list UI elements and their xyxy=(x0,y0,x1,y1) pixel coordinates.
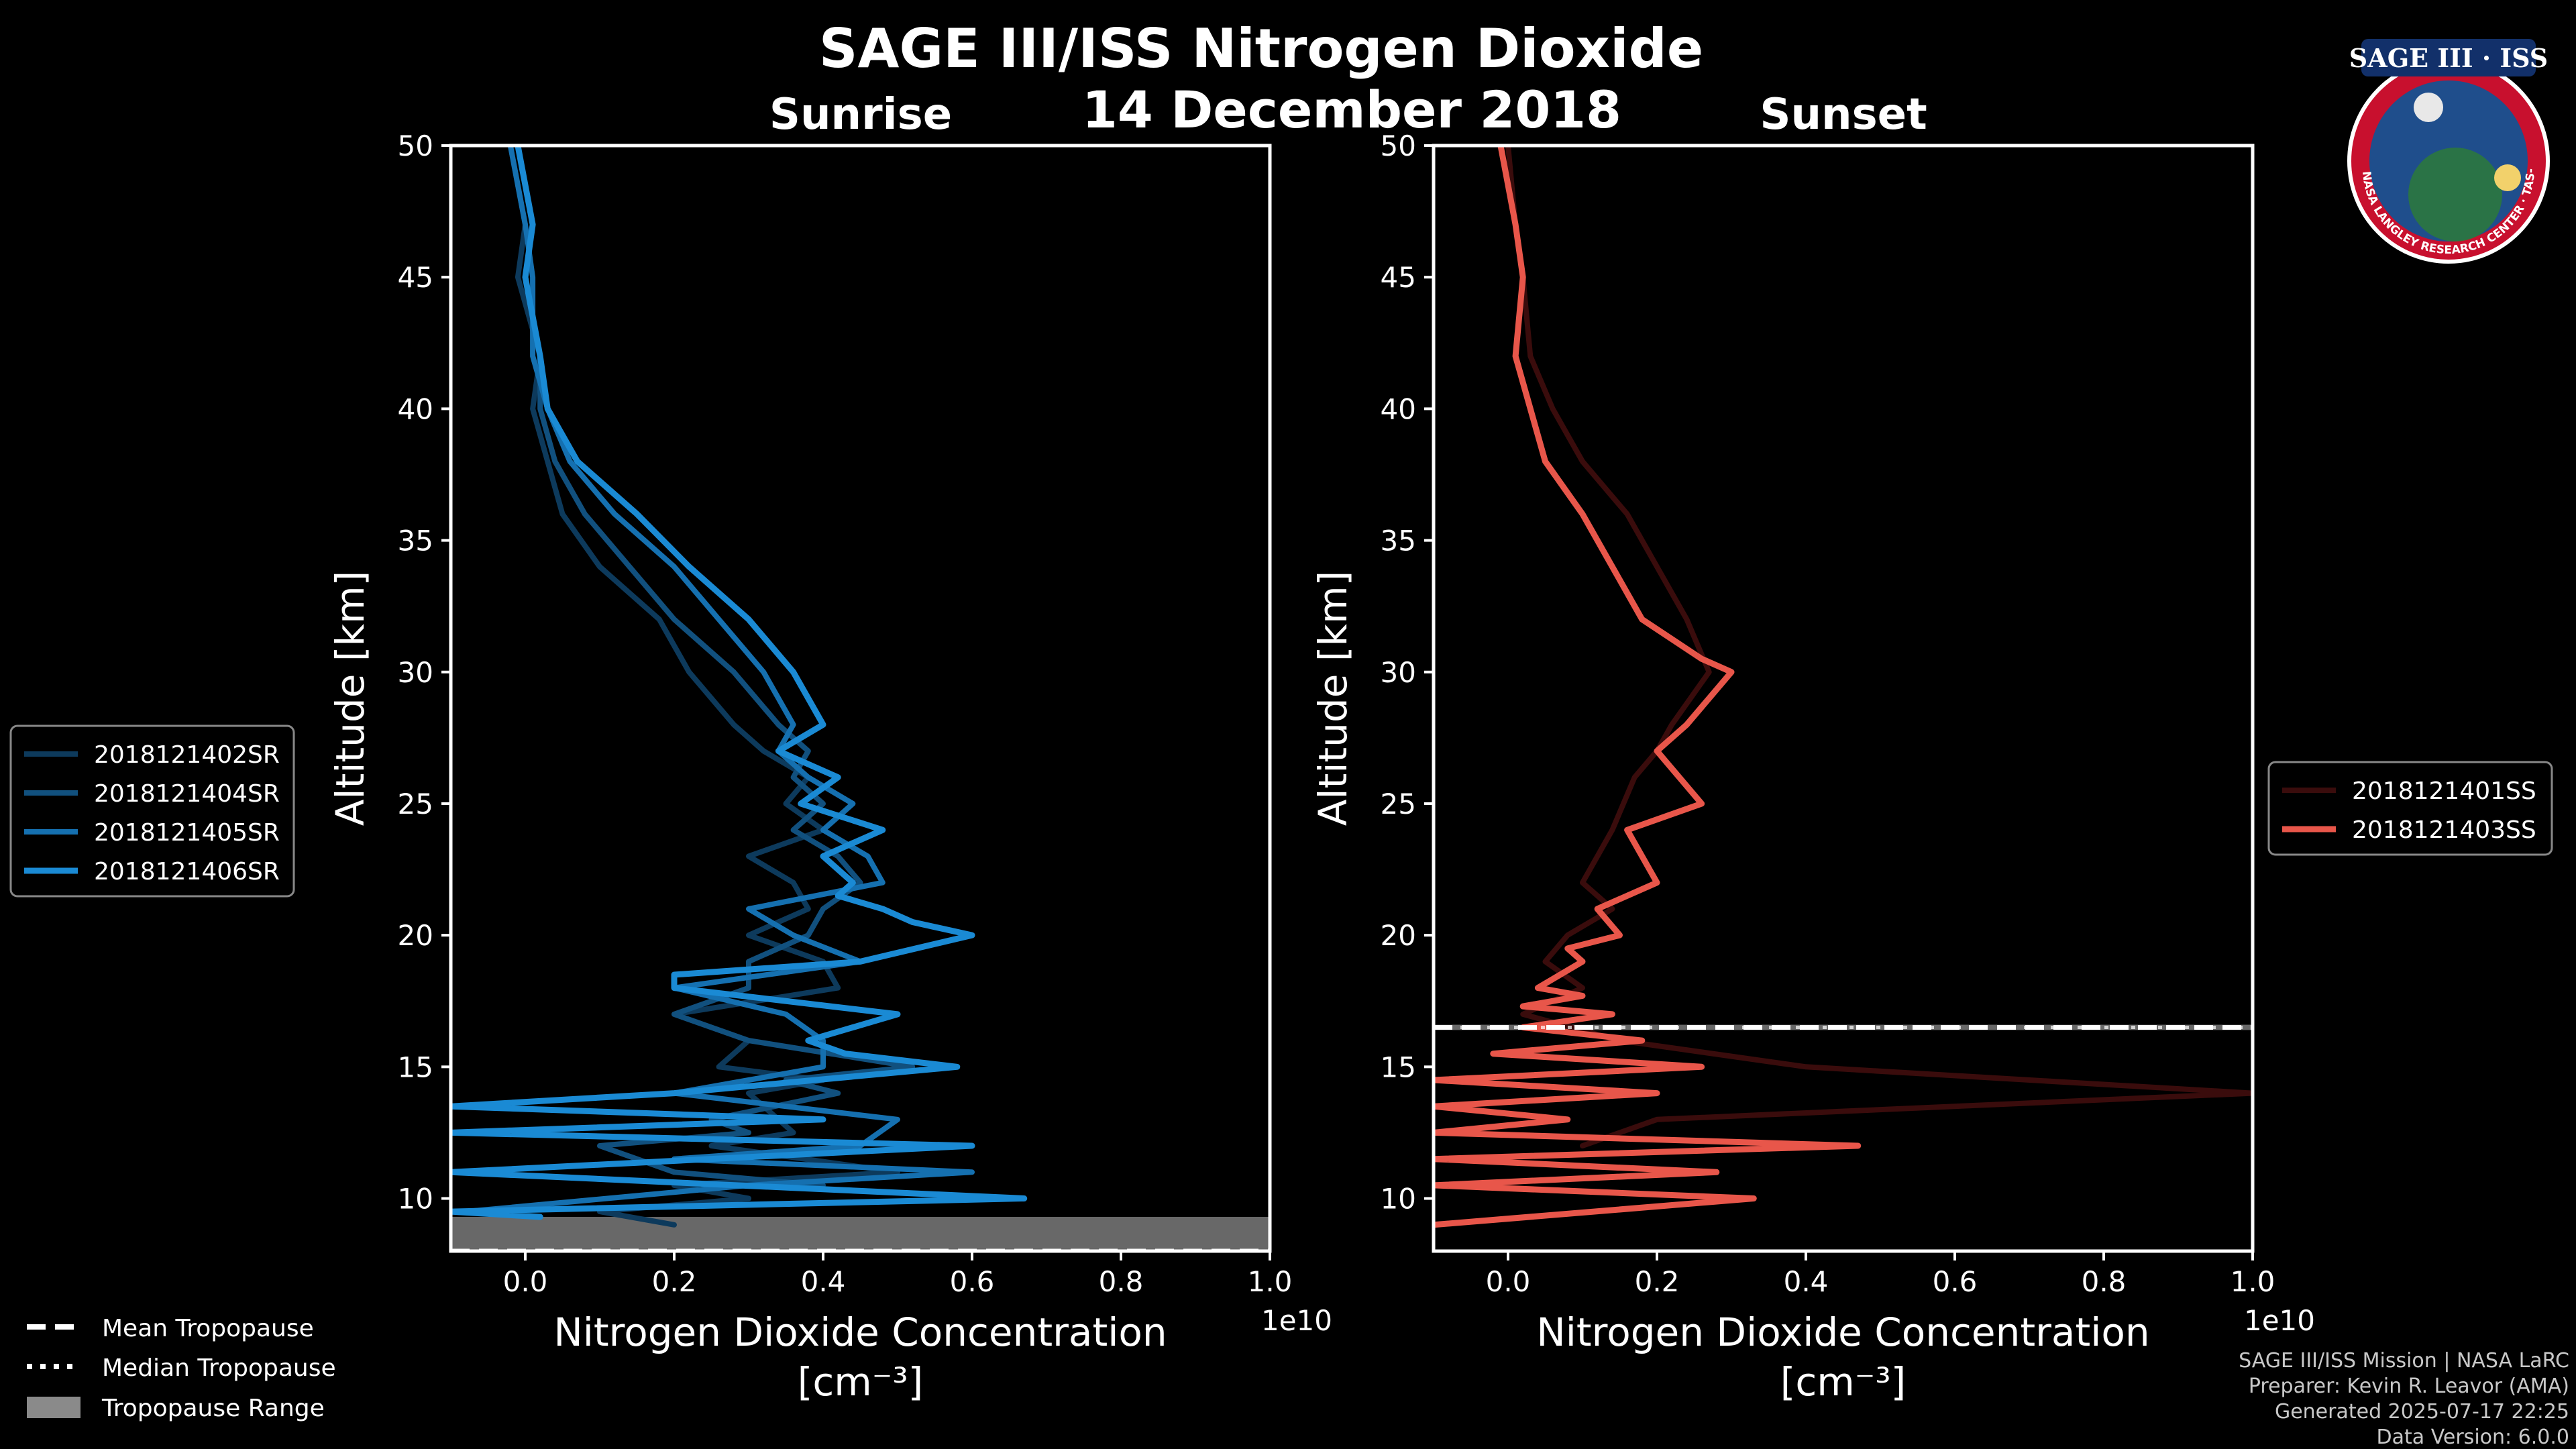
moon-icon xyxy=(2414,93,2443,122)
plot-frame xyxy=(449,144,1272,1253)
mean-tropopause-label: Mean Tropopause xyxy=(102,1315,314,1342)
y-tick-label: 30 xyxy=(1381,656,1416,689)
series-line-2018121402SR xyxy=(507,146,900,1228)
panel-subtitle: Sunset xyxy=(1760,90,1927,140)
logo-banner xyxy=(2361,39,2536,76)
y-tick-label: 25 xyxy=(1381,788,1416,820)
tropopause-legend: Mean Tropopause Median Tropopause Tropop… xyxy=(27,1315,336,1422)
y-tick-label: 15 xyxy=(398,1051,433,1083)
y-tick-label: 15 xyxy=(1381,1051,1416,1083)
x-tick-label: 0.8 xyxy=(2082,1265,2127,1298)
y-tick-label: 10 xyxy=(398,1183,433,1216)
footer-credits: SAGE III/ISS Mission | NASA LaRC Prepare… xyxy=(2239,1349,2569,1449)
y-tick-label: 40 xyxy=(1381,392,1416,425)
x-tick-label: 0.0 xyxy=(503,1265,548,1298)
x-axis-label: Nitrogen Dioxide Concentration xyxy=(553,1309,1167,1355)
chart-title: SAGE III/ISS Nitrogen Dioxide xyxy=(819,17,1703,80)
x-scale-label: 1e10 xyxy=(1261,1304,1332,1337)
y-tick-label: 30 xyxy=(398,656,433,689)
earth-icon xyxy=(2408,148,2502,241)
series-line-2018121406SR xyxy=(451,146,1028,1220)
x-tick-label: 0.4 xyxy=(801,1265,846,1298)
plot-frame xyxy=(1432,144,2255,1253)
legend-label: 2018121401SS xyxy=(2352,777,2536,805)
y-tick-label: 10 xyxy=(1381,1183,1416,1216)
median-tropopause-label: Median Tropopause xyxy=(102,1354,336,1382)
y-tick-label: 20 xyxy=(1381,919,1416,952)
footer-line: SAGE III/ISS Mission | NASA LaRC xyxy=(2239,1349,2569,1373)
x-axis-label: Nitrogen Dioxide Concentration xyxy=(1536,1309,2149,1355)
legend-label: 2018121405SR xyxy=(94,819,280,847)
footer-line: Preparer: Kevin R. Leavor (AMA) xyxy=(2249,1375,2569,1398)
y-tick-label: 45 xyxy=(398,261,433,294)
plot-area xyxy=(1434,146,2253,1228)
tropopause-range-band xyxy=(451,1216,1270,1251)
series-line-2018121405SR xyxy=(463,146,975,1215)
legend-label: 2018121404SR xyxy=(94,780,280,808)
x-tick-label: 0.2 xyxy=(652,1265,697,1298)
tropopause-range-label: Tropopause Range xyxy=(101,1395,325,1422)
x-axis-unit: [cm⁻³] xyxy=(1780,1359,1907,1405)
series-legend xyxy=(9,724,295,898)
x-tick-label: 1.0 xyxy=(1248,1265,1293,1298)
x-axis-unit: [cm⁻³] xyxy=(798,1359,924,1405)
chart-date: 14 December 2018 xyxy=(1082,80,1621,140)
x-tick-label: 0.0 xyxy=(1486,1265,1531,1298)
y-tick-label: 50 xyxy=(398,129,433,162)
footer-line: Generated 2025-07-17 22:25 xyxy=(2275,1400,2569,1424)
y-axis-label: Altitude [km] xyxy=(327,571,373,826)
y-tick-label: 25 xyxy=(398,788,433,820)
panel-subtitle: Sunrise xyxy=(769,90,952,140)
tropopause-range-swatch xyxy=(27,1397,80,1418)
legend-label: 2018121402SR xyxy=(94,741,280,769)
x-tick-label: 0.8 xyxy=(1099,1265,1144,1298)
sunset-panel: Sunset 0.0 0.2 0.4 0.6 0.8 1.0 1e10 10 15 20 25 30 35… xyxy=(1310,90,2553,1405)
series-line-2018121403SS xyxy=(1434,146,1862,1228)
y-tick-label: 40 xyxy=(398,392,433,425)
sunrise-panel: Sunrise 0.0 0.2 0.4 0.6 0.8 1.0 1e10 10 15 20 25 30 3… xyxy=(9,90,1332,1405)
sage-iii-iss-logo: SAGE III · ISS BALL · NASA LANGLEY RESEA… xyxy=(2347,39,2550,264)
x-tick-label: 1.0 xyxy=(2231,1265,2275,1298)
x-scale-label: 1e10 xyxy=(2244,1304,2315,1337)
legend-label: 2018121406SR xyxy=(94,858,280,885)
y-tick-label: 35 xyxy=(398,525,433,557)
x-tick-label: 0.4 xyxy=(1784,1265,1829,1298)
logo-text: SAGE III · ISS xyxy=(2349,43,2548,73)
y-tick-label: 45 xyxy=(1381,261,1416,294)
legend-label: 2018121403SS xyxy=(2352,816,2536,844)
series-line-2018121401SS xyxy=(1505,146,2253,1148)
series-line-2018121404SR xyxy=(515,146,916,1188)
x-tick-label: 0.6 xyxy=(950,1265,995,1298)
y-tick-label: 35 xyxy=(1381,525,1416,557)
plot-area xyxy=(451,146,1270,1251)
series-legend xyxy=(2267,761,2553,856)
y-tick-label: 50 xyxy=(1381,129,1416,162)
y-tick-label: 20 xyxy=(398,919,433,952)
y-axis-label: Altitude [km] xyxy=(1310,571,1356,826)
sun-icon xyxy=(2494,164,2521,191)
x-tick-label: 0.6 xyxy=(1933,1265,1978,1298)
footer-line: Data Version: 6.0.0 xyxy=(2377,1426,2569,1449)
x-tick-label: 0.2 xyxy=(1635,1265,1680,1298)
